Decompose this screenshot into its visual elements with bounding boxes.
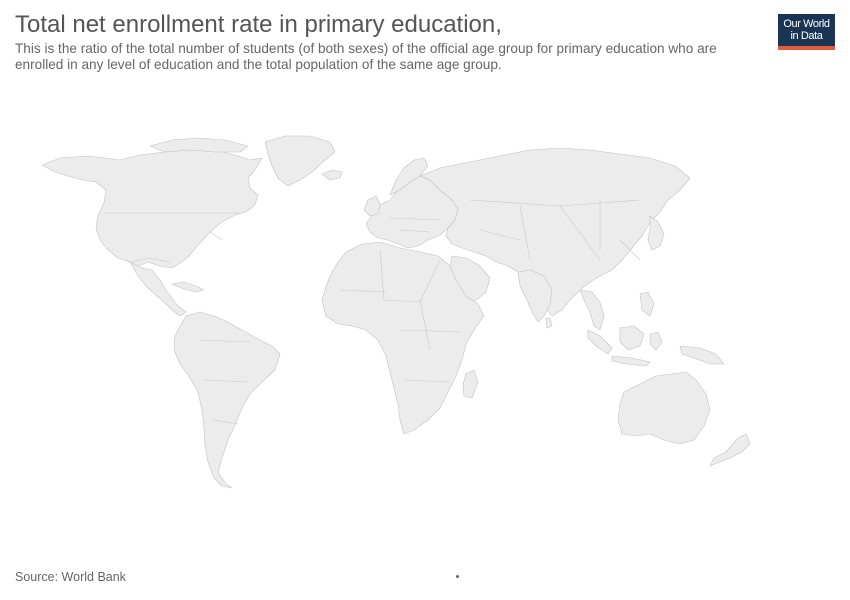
chart-title: Total net enrollment rate in primary edu…: [15, 11, 502, 38]
map-caribbean[interactable]: [171, 281, 205, 293]
map-sri-lanka[interactable]: [545, 317, 553, 329]
source-note: Source: World Bank: [15, 570, 126, 584]
map-greenland[interactable]: [264, 135, 336, 187]
logo-line-2: in Data: [790, 30, 823, 42]
map-philippines[interactable]: [639, 291, 655, 317]
map-java[interactable]: [611, 355, 651, 367]
timeline-dot: [456, 575, 459, 578]
chart-header: Total net enrollment rate in primary edu…: [15, 10, 765, 73]
map-central-america[interactable]: [129, 261, 187, 317]
map-borneo[interactable]: [619, 325, 645, 351]
map-north-america[interactable]: [41, 149, 263, 269]
logo-line-1: Our World: [783, 18, 830, 30]
map-australia[interactable]: [617, 371, 711, 445]
owid-logo[interactable]: Our World in Data: [778, 14, 835, 50]
world-map: [41, 135, 751, 489]
map-africa[interactable]: [321, 241, 485, 435]
map-southeast-asia[interactable]: [579, 289, 605, 331]
map-arctic-islands[interactable]: [149, 137, 249, 153]
map-madagascar[interactable]: [462, 369, 479, 399]
map-new-zealand[interactable]: [709, 433, 751, 467]
map-sulawesi[interactable]: [649, 331, 663, 351]
map-south-america[interactable]: [173, 311, 281, 489]
map-scandinavia[interactable]: [389, 157, 429, 196]
map-iceland[interactable]: [321, 169, 343, 181]
map-indonesia[interactable]: [587, 329, 613, 355]
chart-subtitle: This is the ratio of the total number of…: [15, 41, 717, 72]
map-japan[interactable]: [647, 215, 665, 251]
map-new-guinea[interactable]: [679, 345, 725, 365]
map-uk-ireland[interactable]: [363, 195, 381, 217]
map-india[interactable]: [517, 269, 553, 323]
map-country-borders: [104, 199, 641, 425]
